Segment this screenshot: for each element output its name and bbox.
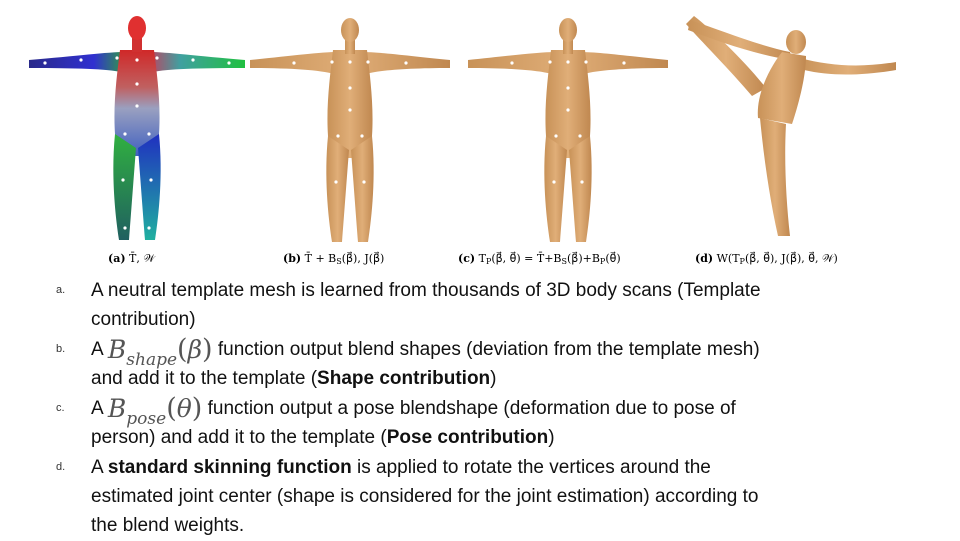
list-item-text: person) and add it to the template (Pose… xyxy=(91,427,555,448)
list-item-text: A Bshape(β) function output blend shapes… xyxy=(91,335,760,376)
list-item-text: the blend weights. xyxy=(91,515,245,536)
caption-a: (a) T̄, 𝒲 xyxy=(108,252,156,265)
list-item-text: contribution) xyxy=(91,309,196,330)
list-item-rest: function output a pose blendshape (defor… xyxy=(207,398,736,419)
list-marker: c. xyxy=(56,402,65,414)
caption-d: (d) W(TP(β⃗, θ⃗), J(β⃗), θ⃗, 𝒲) xyxy=(695,251,838,266)
list-item-rest: function output blend shapes (deviation … xyxy=(217,339,760,360)
list-marker: b. xyxy=(56,343,66,355)
list-item-text: A Bpose(θ) function output a pose blends… xyxy=(91,394,736,435)
pose-mesh-figure xyxy=(468,18,668,242)
list-marker: d. xyxy=(56,461,66,473)
shape-function-formula: Bshape(β) xyxy=(107,334,213,370)
caption-c: (c) TP(β⃗, θ⃗) = T̄+BS(β⃗)+BP(θ⃗) xyxy=(458,251,621,266)
pose-function-formula: Bpose(θ) xyxy=(107,393,203,429)
list-item-text: A neutral template mesh is learned from … xyxy=(91,280,761,301)
shape-contribution-label: Shape contribution xyxy=(317,368,491,389)
smpl-figure: (a) T̄, 𝒲 (b) T̄ + BS(β⃗), J(β⃗) (c) TP(… xyxy=(29,16,896,266)
skinned-mesh-figure xyxy=(686,16,896,236)
shape-mesh-figure xyxy=(250,18,450,242)
list-lead: A xyxy=(91,339,103,360)
pose-contribution-label: Pose contribution xyxy=(386,427,549,448)
list-marker: a. xyxy=(56,284,66,296)
template-mesh-figure xyxy=(29,16,245,240)
skinning-function-label: standard skinning function xyxy=(107,457,352,478)
list-item-text: and add it to the template (Shape contri… xyxy=(91,368,497,389)
caption-b: (b) T̄ + BS(β⃗), J(β⃗) xyxy=(283,251,384,266)
list-item-text: estimated joint center (shape is conside… xyxy=(91,486,759,507)
list-item-text: A standard skinning function is applied … xyxy=(91,457,711,478)
list-lead: A xyxy=(91,398,103,419)
